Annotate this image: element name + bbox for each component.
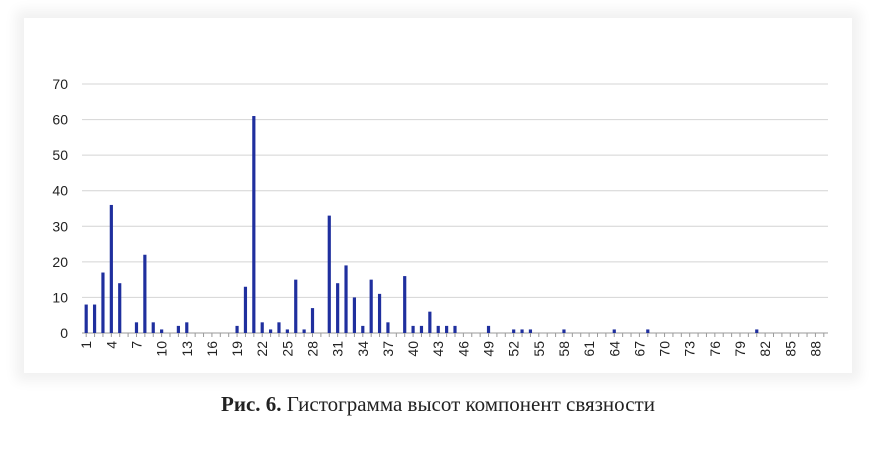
x-tick-label: 73: [682, 341, 698, 357]
bar: [352, 297, 357, 333]
x-tick-label: 55: [531, 341, 547, 357]
bar: [92, 304, 97, 333]
bar: [101, 272, 105, 333]
bar: [361, 325, 365, 333]
x-tick-label: 37: [380, 341, 396, 357]
y-tick-label: 0: [60, 325, 68, 341]
x-tick-label: 58: [556, 341, 572, 357]
y-axis: 0 10 20 30 40 50 60 70: [52, 76, 68, 341]
bar: [252, 116, 256, 333]
bar: [528, 329, 533, 333]
bar: [109, 204, 113, 333]
x-tick-label: 40: [405, 341, 421, 357]
bar: [118, 283, 122, 333]
x-tick-label: 31: [330, 341, 346, 357]
bar: [419, 325, 424, 333]
x-tick-label: 10: [154, 341, 170, 357]
bar: [562, 329, 566, 333]
bar: [151, 322, 155, 333]
x-tick-label: 16: [204, 341, 220, 357]
x-tick-label: 43: [430, 341, 446, 357]
gridlines: [82, 83, 828, 334]
x-tick-label: 61: [581, 341, 597, 357]
x-tick-label: 76: [707, 341, 723, 357]
bar-chart: 0 10 20 30 40 50 60 70 1 4 7 10 13 16 19 22 25 28 31 34 37 4…: [52, 76, 828, 357]
bar: [428, 311, 432, 333]
x-tick-label: 52: [506, 341, 522, 357]
bar: [143, 254, 147, 333]
bar: [344, 265, 348, 333]
x-tick-label: 64: [606, 341, 622, 357]
bar: [646, 329, 650, 333]
bar: [403, 276, 407, 333]
x-tick-label: 28: [305, 341, 321, 357]
bar: [84, 304, 88, 333]
bar: [235, 325, 239, 333]
x-tick-label: 25: [279, 341, 295, 357]
bar: [612, 329, 616, 333]
bar: [160, 329, 164, 333]
bar: [269, 329, 273, 333]
bar: [520, 329, 524, 333]
bar: [411, 325, 415, 333]
y-tick-label: 10: [52, 289, 68, 305]
bar: [176, 325, 180, 333]
x-tick-label: 19: [229, 341, 245, 357]
bar: [134, 322, 139, 333]
bar: [243, 286, 248, 333]
chart-frame: [24, 18, 852, 373]
x-tick-label: 79: [732, 341, 748, 357]
x-axis: 1 4 7 10 13 16 19 22 25 28 31 34 37 40 43 46 49 52 55 58 61 6…: [78, 333, 825, 357]
caption-text: Гистограмма высот компонент связности: [286, 392, 655, 416]
x-tick-label: 82: [757, 341, 773, 357]
bar: [185, 322, 189, 333]
x-tick-label: 7: [128, 341, 144, 349]
bar: [327, 215, 331, 333]
y-tick-label: 60: [52, 112, 68, 128]
bar: [377, 293, 382, 333]
bars: [84, 116, 759, 333]
x-tick-label: 13: [179, 341, 195, 357]
bar: [445, 325, 449, 333]
x-tick-label: 34: [355, 341, 371, 357]
bar: [512, 329, 516, 333]
x-tick-label: 1: [78, 341, 94, 349]
bar: [294, 279, 298, 333]
figure-caption: Рис. 6. Гистограмма высот компонент связ…: [0, 392, 876, 417]
bar: [486, 325, 491, 333]
caption-label: Рис. 6.: [221, 392, 282, 416]
x-tick-label: 67: [631, 341, 647, 357]
bar: [277, 322, 281, 333]
bar: [302, 329, 306, 333]
x-tick-label: 88: [807, 341, 823, 357]
bar: [369, 279, 373, 333]
bar: [386, 322, 390, 333]
x-tick-label: 4: [103, 341, 119, 349]
y-tick-label: 70: [52, 76, 68, 92]
x-tick-label: 22: [254, 341, 270, 357]
bar: [285, 329, 289, 333]
y-tick-label: 20: [52, 254, 68, 270]
y-tick-label: 40: [52, 183, 68, 199]
x-tick-label: 70: [657, 341, 673, 357]
bar: [260, 322, 264, 333]
bar: [755, 329, 759, 333]
x-tick-label: 85: [782, 341, 798, 357]
bar: [453, 325, 457, 333]
bar: [310, 308, 315, 333]
bar: [336, 283, 340, 333]
x-tick-label: 49: [481, 341, 497, 357]
y-tick-label: 30: [52, 218, 68, 234]
bar: [436, 325, 440, 333]
x-tick-label: 46: [455, 341, 471, 357]
y-tick-label: 50: [52, 147, 68, 163]
